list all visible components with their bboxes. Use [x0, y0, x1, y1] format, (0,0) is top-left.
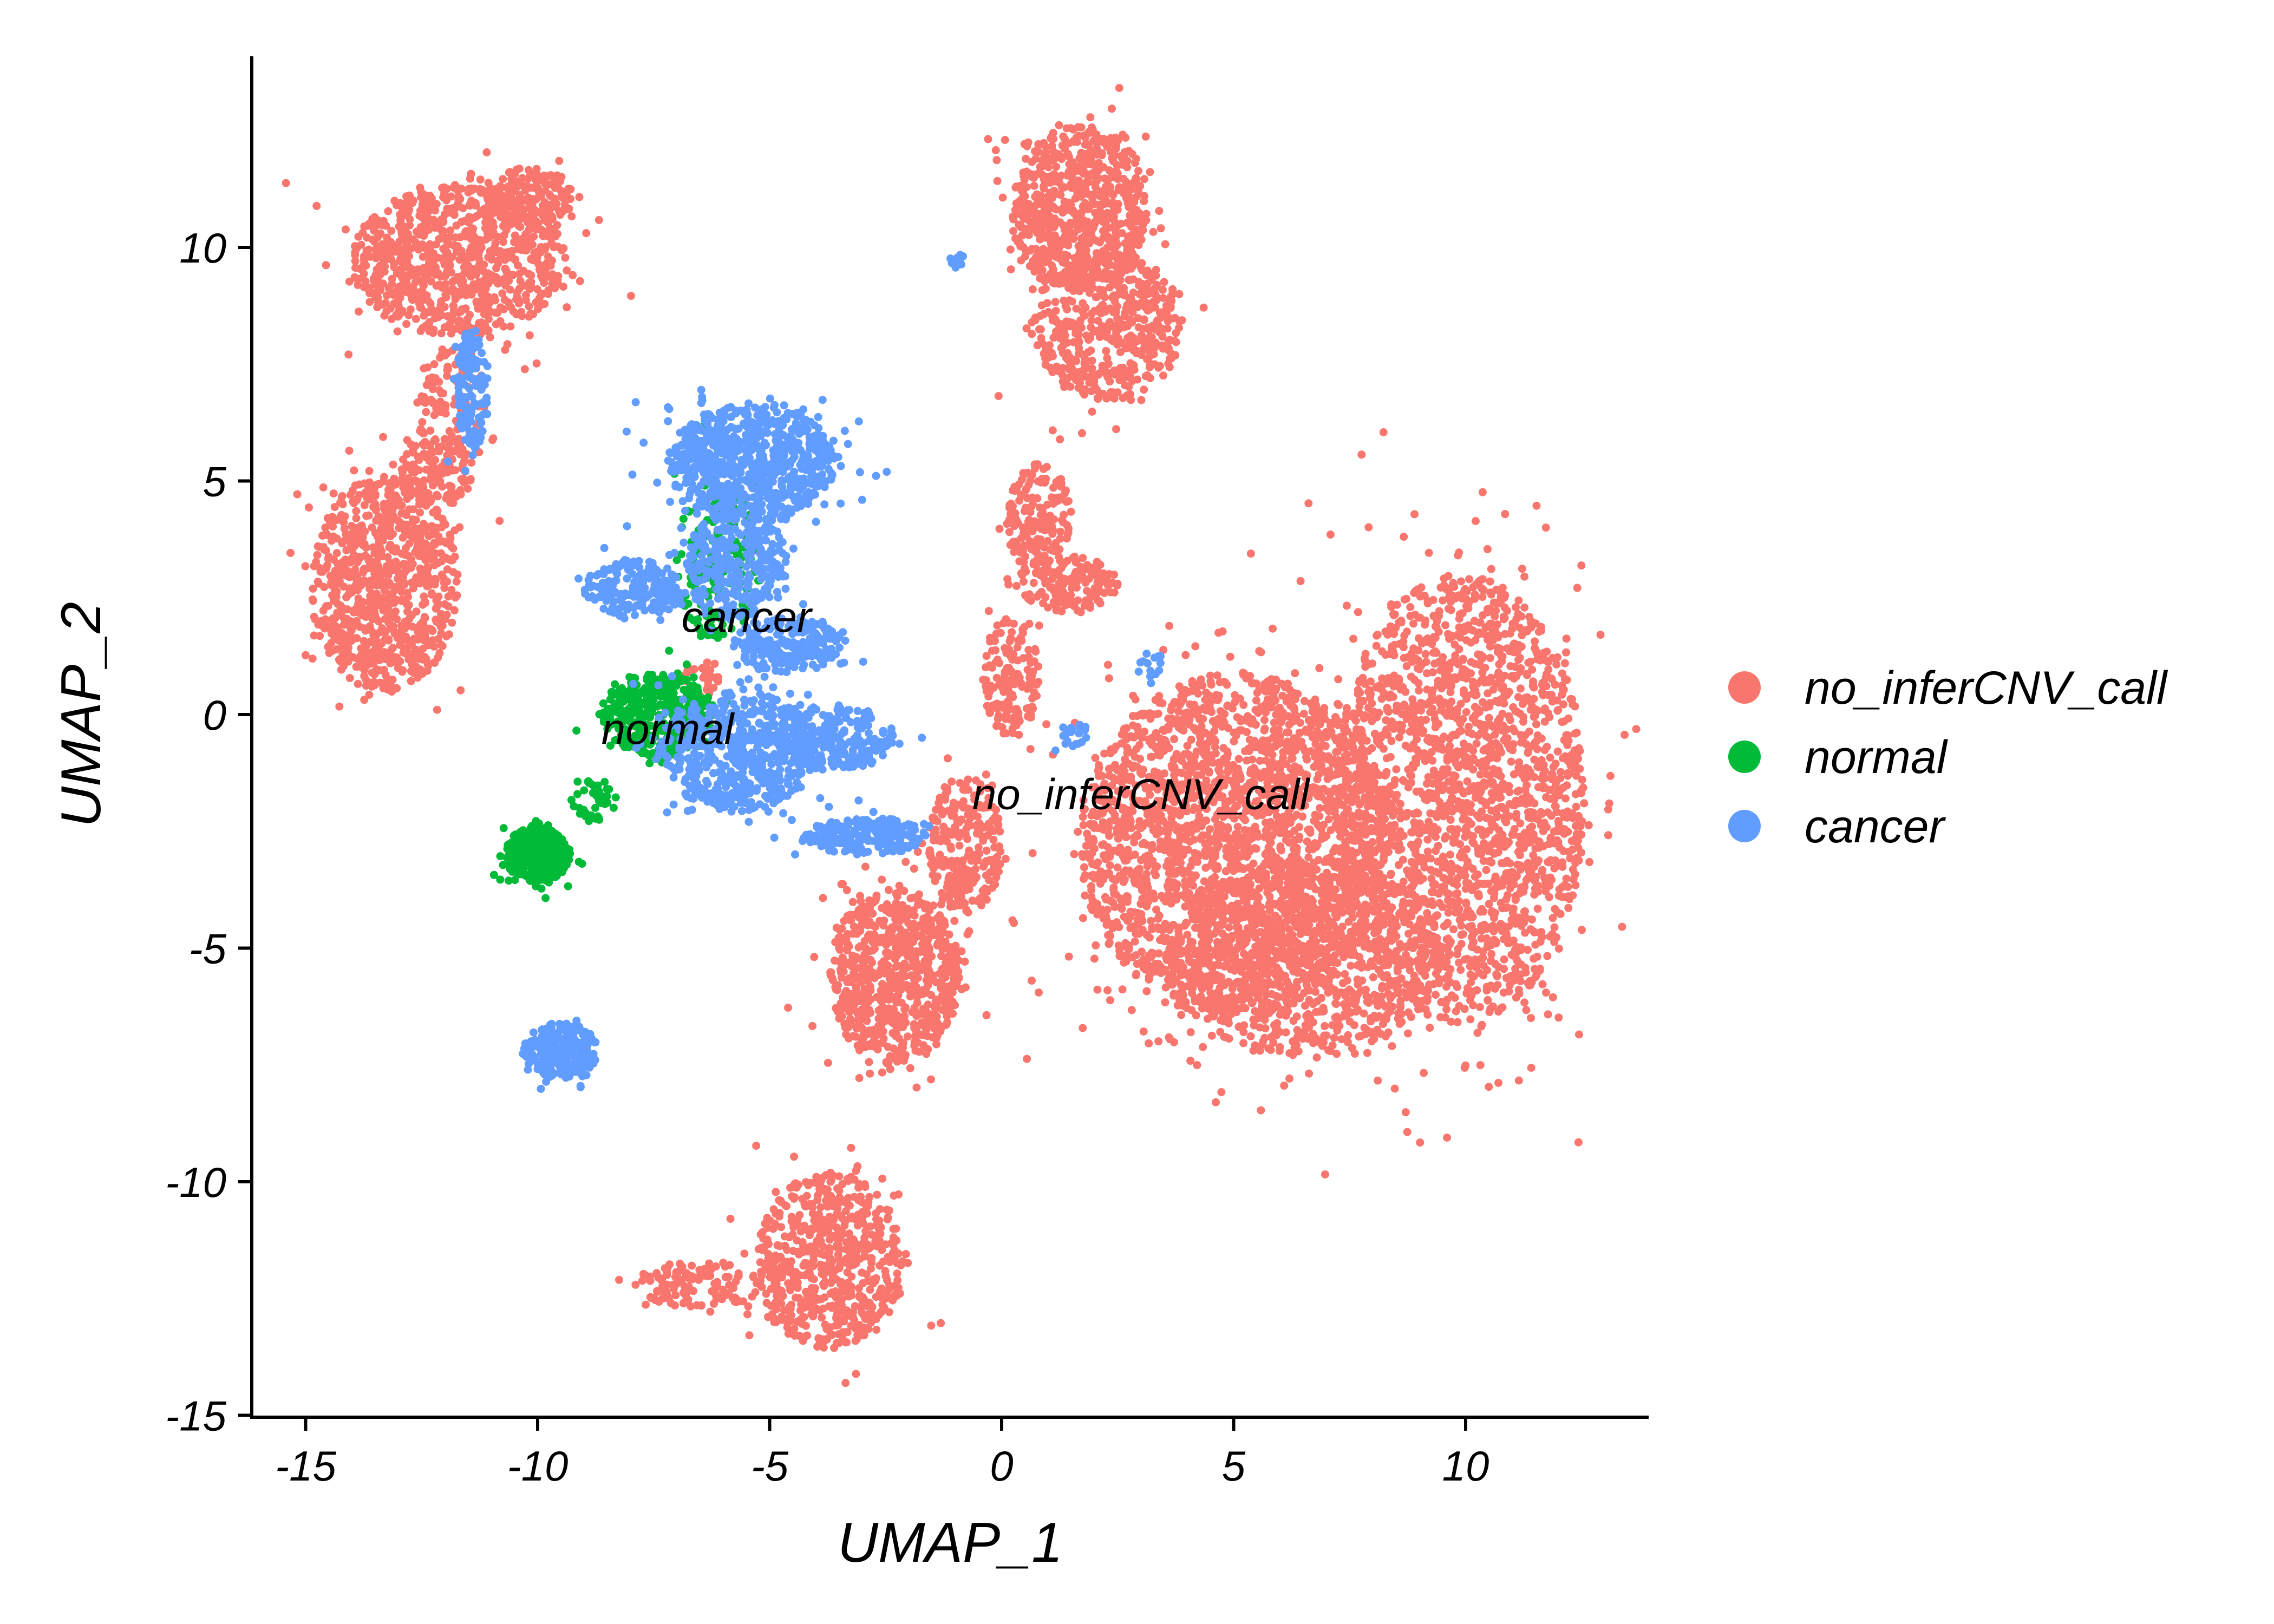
cluster-no_inferCNV_call-15 — [726, 1142, 945, 1387]
y-tick-label: 10 — [179, 224, 226, 272]
y-axis-title: UMAP_2 — [50, 602, 113, 827]
y-tick-label: -15 — [165, 1392, 226, 1440]
cluster-label-normal: normal — [602, 705, 735, 753]
series-cancer — [443, 251, 1165, 1093]
x-tick-label: -10 — [507, 1442, 568, 1490]
x-tick-label: -5 — [751, 1442, 789, 1490]
legend-label: normal — [1805, 731, 1949, 783]
legend-label: no_inferCNV_call — [1805, 662, 2168, 714]
cluster-labels: cancer normal no_inferCNV_call — [602, 593, 1311, 818]
cluster-cancer-2 — [574, 522, 701, 624]
cluster-cancer-5 — [755, 690, 926, 805]
cluster-no_inferCNV_call-8 — [1004, 536, 1122, 617]
cluster-normal-3 — [567, 777, 620, 826]
cluster-no_inferCNV_call-1 — [456, 165, 584, 230]
legend-label: cancer — [1805, 801, 1946, 853]
cluster-cancer-11 — [946, 251, 967, 272]
y-tick-label: -5 — [189, 925, 227, 973]
legend-key — [1728, 671, 1761, 704]
scatter-points — [282, 84, 1641, 1387]
cluster-no_inferCNV_call-11 — [784, 839, 991, 1092]
cluster-cancer-8 — [443, 327, 492, 475]
cluster-label-no_inferCNV_call: no_inferCNV_call — [972, 770, 1311, 818]
legend-item-normal: normal — [1728, 731, 1949, 783]
cluster-label-cancer: cancer — [682, 593, 813, 641]
x-tick-label: -15 — [275, 1442, 336, 1490]
legend-item-cancer: cancer — [1728, 801, 1946, 853]
cluster-no_inferCNV_call-9 — [979, 607, 1043, 739]
cluster-no_inferCNV_call-0 — [282, 148, 635, 374]
y-axis-ticks: -15 -10 -5 0 5 10 — [165, 224, 252, 1440]
cluster-cancer-9 — [1051, 721, 1090, 755]
cluster-no_inferCNV_call-5 — [984, 84, 1165, 326]
legend-key — [1728, 741, 1761, 773]
legend-key — [1728, 810, 1761, 842]
x-tick-label: 5 — [1222, 1442, 1246, 1490]
x-tick-label: 0 — [990, 1442, 1013, 1490]
cluster-no_inferCNV_call-10 — [913, 754, 1010, 939]
x-axis-ticks: -15 -10 -5 0 5 10 — [275, 1417, 1489, 1490]
cluster-no_inferCNV_call-3 — [286, 433, 504, 714]
cluster-cancer-10 — [1134, 650, 1165, 687]
y-tick-label: -10 — [165, 1158, 226, 1206]
y-tick-label: 0 — [203, 691, 226, 739]
cluster-no_inferCNV_call-6 — [994, 208, 1208, 437]
cluster-cancer-7 — [519, 1017, 600, 1093]
x-tick-label: 10 — [1442, 1442, 1489, 1490]
y-tick-label: 5 — [203, 458, 227, 506]
cluster-no_inferCNV_call-16 — [615, 1259, 781, 1316]
cluster-no_inferCNV_call-4 — [365, 434, 475, 517]
series-no_inferCNV_call — [282, 84, 1641, 1387]
legend-item-no_inferCNV_call: no_inferCNV_call — [1728, 662, 2168, 714]
cluster-no_inferCNV_call-14 — [1010, 784, 1531, 1093]
cluster-cancer-6 — [770, 808, 933, 859]
x-axis-title: UMAP_1 — [838, 1511, 1063, 1574]
cluster-no_inferCNV_call-13 — [1148, 428, 1641, 1147]
cluster-cancer-3 — [706, 600, 867, 709]
cluster-normal-0 — [489, 817, 586, 902]
